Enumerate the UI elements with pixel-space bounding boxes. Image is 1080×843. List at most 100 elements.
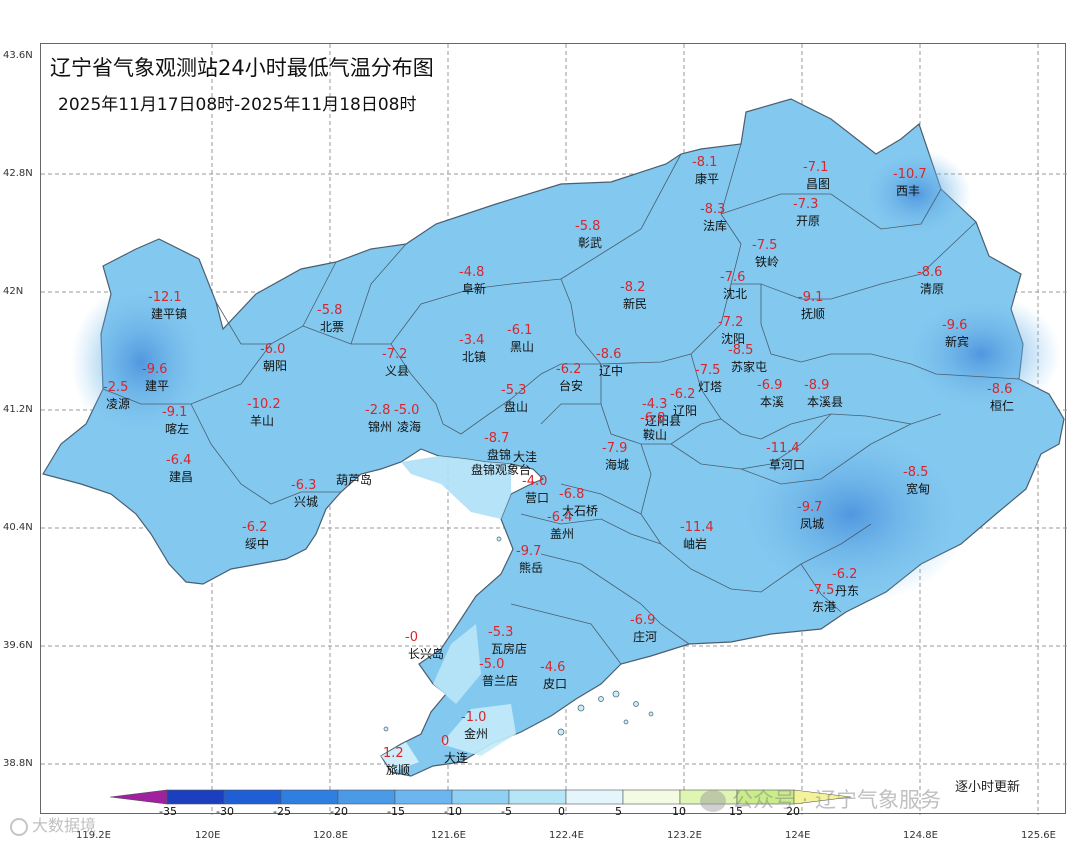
station-temperature: -5.3: [501, 383, 527, 398]
colorbar-segment: [394, 789, 453, 805]
update-note: 逐小时更新: [955, 780, 1021, 795]
station-name: 桓仁: [990, 399, 1015, 413]
station-temperature: -6.2: [832, 567, 858, 582]
wechat-icon: [700, 790, 726, 812]
station-name: 黑山: [510, 340, 535, 354]
station-name: 北票: [320, 320, 345, 334]
colorbar-segment: [337, 789, 396, 805]
station-name: 宽甸: [906, 482, 931, 496]
station-name: 新宾: [945, 335, 970, 349]
station-name: 锦州: [368, 420, 393, 434]
station-name: 盘锦: [487, 448, 512, 462]
station-temperature: -2.5: [103, 380, 129, 395]
colorbar-tick-label: 5: [615, 805, 622, 818]
station-temperature: -7.2: [718, 315, 744, 330]
station-temperature: -5.3: [488, 625, 514, 640]
station-name: 岫岩: [683, 537, 708, 551]
station-temperature: -8.5: [728, 343, 754, 358]
station-name: 昌图: [806, 177, 831, 191]
station-temperature: -4.8: [459, 265, 485, 280]
station-temperature: -7.5: [809, 583, 835, 598]
station-temperature: -11.4: [680, 520, 714, 535]
colorbar-segment: [508, 789, 567, 805]
colorbar-tick-label: 20: [786, 805, 800, 818]
station-name: 凤城: [800, 517, 825, 531]
temperature-colorbar: [110, 789, 852, 805]
station-temperature: -6.8: [559, 487, 585, 502]
station-name: 凌海: [397, 420, 422, 434]
station-name: 大连: [444, 751, 469, 765]
station-temperature: -7.5: [752, 238, 778, 253]
station-temperature: -7.9: [602, 441, 628, 456]
station-temperature: -5.0: [479, 657, 505, 672]
station-name: 阜新: [462, 282, 487, 296]
longitude-tick-label: 120.8E: [313, 830, 348, 841]
station-name: 熊岳: [519, 561, 544, 575]
station-name: 羊山: [250, 414, 275, 428]
station-name: 旅顺: [386, 763, 411, 777]
latitude-tick-label: 42.8N: [3, 168, 33, 179]
station-temperature: 0: [441, 734, 450, 749]
station-temperature: -6.2: [242, 520, 268, 535]
map-subtitle: 2025年11月17日08时-2025年11月18日08时: [58, 95, 417, 115]
station-name: 海城: [605, 458, 630, 472]
map-frame: [40, 43, 1067, 815]
map-title: 辽宁省气象观测站24小时最低气温分布图: [50, 56, 434, 80]
watermark-wechat: 公众号 · 辽宁气象服务: [700, 784, 941, 814]
station-name: 辽阳县: [645, 414, 682, 428]
station-temperature: -9.1: [798, 290, 824, 305]
station-name: 法库: [703, 219, 728, 233]
station-temperature: -8.6: [917, 265, 943, 280]
colorbar-tick-label: -5: [501, 805, 512, 818]
station-temperature: -8.3: [700, 202, 726, 217]
station-temperature: -8.1: [692, 155, 718, 170]
station-name: 灯塔: [698, 380, 723, 394]
colorbar-segment: [622, 789, 681, 805]
station-name: 盘锦观象台: [471, 463, 532, 477]
longitude-tick-label: 123.2E: [667, 830, 702, 841]
station-name: 朝阳: [263, 359, 288, 373]
station-temperature: -9.1: [162, 405, 188, 420]
station-temperature: -7.6: [720, 270, 746, 285]
liaoning-province: [42, 98, 1065, 777]
station-name: 凌源: [106, 397, 131, 411]
station-temperature: -6.2: [556, 362, 582, 377]
station-temperature: -6.4: [547, 510, 573, 525]
station-name: 辽中: [599, 364, 624, 378]
station-name: 瓦房店: [491, 642, 528, 656]
station-temperature: -4.3: [642, 397, 668, 412]
station-temperature: -9.6: [942, 318, 968, 333]
station-temperature: -0: [405, 630, 418, 645]
station-temperature: -5.0: [394, 403, 420, 418]
station-name: 苏家屯: [731, 360, 768, 374]
station-name: 抚顺: [801, 307, 826, 321]
station-name: 新民: [623, 297, 648, 311]
longitude-tick-label: 124E: [785, 830, 811, 841]
station-name: 建平镇: [151, 307, 188, 321]
station-temperature: -5.8: [575, 219, 601, 234]
station-name: 盖州: [550, 527, 575, 541]
longitude-tick-label: 125.6E: [1021, 830, 1056, 841]
station-name: 喀左: [165, 422, 190, 436]
station-name: 清原: [920, 282, 945, 296]
station-temperature: -6.2: [670, 387, 696, 402]
station-name: 金州: [464, 727, 489, 741]
station-name: 鞍山: [643, 428, 668, 442]
station-temperature: -9.6: [142, 362, 168, 377]
station-name: 大石桥: [562, 504, 599, 518]
station-temperature: -7.2: [382, 347, 408, 362]
station-name: 开原: [796, 214, 821, 228]
longitude-tick-label: 124.8E: [903, 830, 938, 841]
station-name: 康平: [695, 172, 720, 186]
map-canvas: [41, 44, 1067, 815]
station-temperature: -6.9: [757, 378, 783, 393]
colorbar-segment: [223, 789, 282, 805]
station-temperature: -7.5: [695, 363, 721, 378]
station-name: 大洼: [513, 450, 538, 464]
station-name: 彰武: [578, 236, 603, 250]
station-name: 台安: [559, 379, 584, 393]
station-temperature: -7.3: [793, 197, 819, 212]
latitude-tick-label: 43.6N: [3, 50, 33, 61]
colorbar-segment: [565, 789, 624, 805]
station-name: 建平: [145, 379, 170, 393]
